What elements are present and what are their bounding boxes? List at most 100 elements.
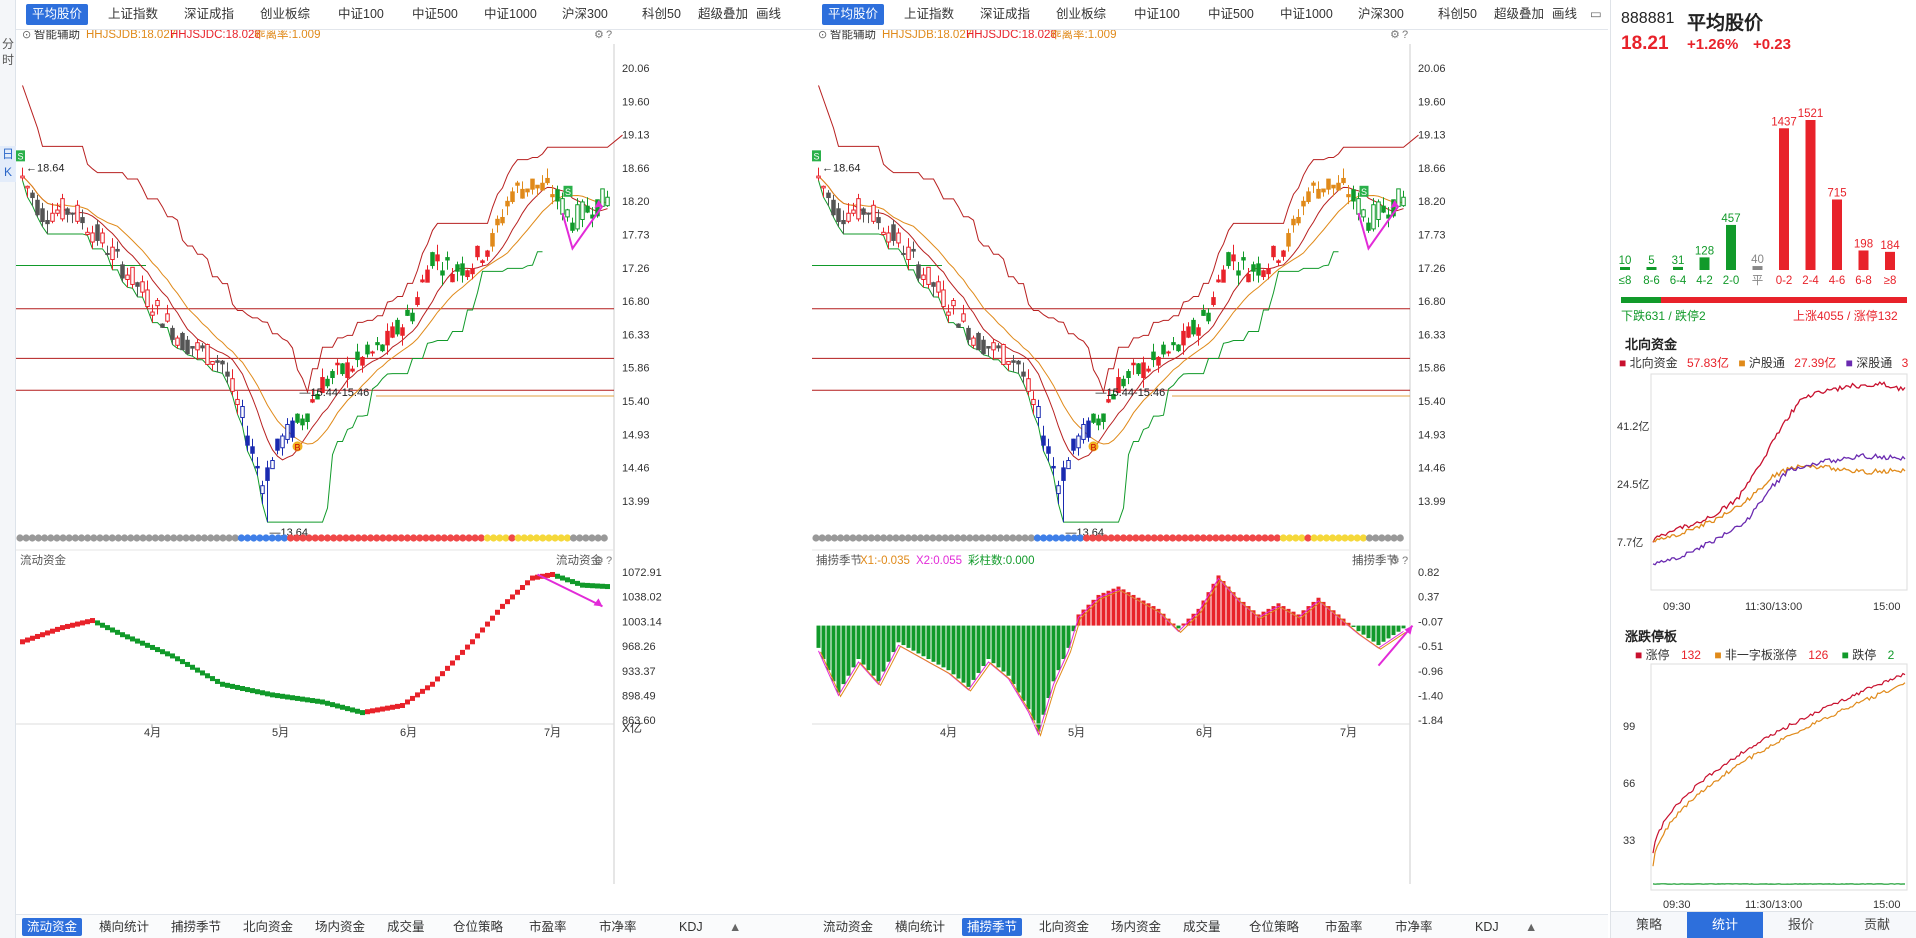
expand-icon[interactable]: ▲ — [1525, 920, 1538, 934]
tab-volume[interactable]: 成交量 — [1183, 920, 1221, 934]
tab-csi500[interactable]: 中证500 — [1208, 7, 1254, 21]
tab-draw[interactable]: 画线 — [756, 7, 782, 21]
candle-body — [110, 246, 115, 261]
status-dot — [1095, 534, 1103, 542]
tab-hs300[interactable]: 沪深300 — [562, 7, 608, 21]
tab-star50[interactable]: 科创50 — [1438, 7, 1477, 21]
tab-avg-price[interactable]: 平均股价 — [822, 4, 885, 25]
tab-strategy[interactable]: 策略 — [1635, 917, 1662, 932]
candle-body — [936, 281, 941, 293]
status-dot — [910, 534, 918, 542]
candle-body — [210, 360, 215, 365]
dist-label: 6-8 — [1855, 275, 1872, 287]
tab-liquidity[interactable]: 流动资金 — [22, 918, 83, 936]
tab-csi1000[interactable]: 中证1000 — [484, 7, 537, 21]
tab-kdj[interactable]: KDJ — [679, 920, 703, 934]
tab-draw[interactable]: 画线 — [1552, 7, 1578, 21]
price-tick: 14.93 — [1418, 429, 1446, 441]
tab-gem[interactable]: 创业板综 — [260, 7, 311, 21]
north-total-line — [1652, 381, 1906, 543]
limit-legend: ■ 涨停 132 ■ 非一字板涨停 126 ■ 跌停 2 — [1635, 648, 1895, 662]
tab-super-overlay[interactable]: 超级叠加 — [698, 7, 749, 21]
tab-sh-index[interactable]: 上证指数 — [904, 7, 955, 21]
tab-csi1000[interactable]: 中证1000 — [1280, 7, 1333, 21]
tab-statistics[interactable]: 统计 — [1687, 912, 1763, 938]
tab-sz-index[interactable]: 深证成指 — [184, 7, 235, 21]
north-sz-line — [1652, 452, 1906, 566]
tab-minute-line[interactable]: 分 — [1, 37, 14, 51]
candle-body — [535, 184, 540, 189]
help-icon: ? — [606, 30, 612, 41]
candle-body — [1261, 270, 1266, 278]
tab-position[interactable]: 仓位策略 — [453, 920, 504, 934]
window-icon[interactable]: ▭ — [1590, 7, 1602, 21]
candle-body — [600, 188, 605, 207]
liquidity-mark — [90, 618, 95, 624]
status-dot — [120, 534, 129, 542]
liquidity-mark — [100, 622, 105, 628]
candle-body — [340, 363, 345, 375]
tab-contribution[interactable]: 贡献 — [1863, 917, 1890, 932]
tab-minute-line-2[interactable]: 时 — [1, 53, 14, 67]
price-tick: 13.99 — [622, 496, 650, 508]
kline-chart-2[interactable]: ⊙ 智能辅助 HHJSJDB:18.027HHJSJDC:18.028乖离率:1.0… — [812, 30, 1608, 914]
liquidity-mark — [530, 575, 535, 581]
candle-body — [836, 208, 841, 223]
candle-body — [585, 205, 590, 213]
liquidity-mark — [390, 704, 395, 710]
tab-position[interactable]: 仓位策略 — [1249, 920, 1300, 934]
tab-northbound[interactable]: 北向资金 — [1039, 920, 1090, 934]
tab-daily-k-2[interactable]: K — [0, 164, 16, 182]
tab-avg-price[interactable]: 平均股价 — [26, 4, 89, 25]
tab-pe[interactable]: 市盈率 — [1325, 920, 1363, 934]
dist-label: 0-2 — [1776, 275, 1793, 287]
liquidity-mark — [85, 619, 90, 625]
indicator-tick: -1.84 — [1418, 715, 1443, 727]
kline-chart[interactable]: ⊙ 智能辅助 HHJSJDB:18.027HHJSJDC:18.028乖离率:1.0… — [16, 30, 812, 914]
tab-daily-k[interactable]: 日 — [0, 146, 16, 164]
status-dot — [514, 534, 522, 542]
status-dot — [849, 534, 857, 542]
candle-body — [140, 281, 145, 293]
tab-onfloor[interactable]: 场内资金 — [1111, 920, 1162, 934]
tab-sz-index[interactable]: 深证成指 — [980, 7, 1031, 21]
histogram-bar — [941, 625, 946, 668]
candle-body — [20, 175, 25, 179]
candle-body — [1291, 218, 1296, 226]
limit-ytick: 99 — [1623, 721, 1635, 733]
expand-icon[interactable]: ▲ — [729, 920, 742, 934]
status-dot — [1236, 534, 1244, 542]
histogram-bar — [1296, 614, 1301, 626]
candle-body — [921, 274, 926, 281]
tab-hs300[interactable]: 沪深300 — [1358, 7, 1404, 21]
status-dot — [440, 534, 448, 542]
tab-horizontal-stats[interactable]: 横向统计 — [99, 920, 150, 934]
candle-body — [280, 435, 285, 449]
indicator-tab-bar-2: 流动资金 横向统计 捕捞季节 北向资金 场内资金 成交量 仓位策略 市盈率 市净… — [812, 914, 1608, 938]
tab-quote[interactable]: 报价 — [1787, 917, 1814, 932]
candle-body — [520, 188, 525, 199]
tab-csi100[interactable]: 中证100 — [1134, 7, 1180, 21]
tab-northbound[interactable]: 北向资金 — [243, 920, 294, 934]
tab-star50[interactable]: 科创50 — [642, 7, 681, 21]
tab-pb[interactable]: 市净率 — [599, 920, 637, 934]
dist-value: 31 — [1672, 255, 1685, 267]
tab-csi100[interactable]: 中证100 — [338, 7, 384, 21]
tab-liquidity[interactable]: 流动资金 — [823, 920, 874, 934]
candle-body — [1061, 467, 1066, 481]
tab-super-overlay[interactable]: 超级叠加 — [1494, 7, 1545, 21]
tab-kdj[interactable]: KDJ — [1475, 920, 1499, 934]
status-dot — [1113, 534, 1121, 542]
tab-csi500[interactable]: 中证500 — [412, 7, 458, 21]
north-xtick: 09:30 — [1663, 601, 1691, 613]
tab-fishing-season[interactable]: 捕捞季节 — [171, 920, 222, 934]
tab-pb[interactable]: 市净率 — [1395, 920, 1433, 934]
tab-pe[interactable]: 市盈率 — [529, 920, 567, 934]
tab-horizontal-stats[interactable]: 横向统计 — [895, 920, 946, 934]
tab-gem[interactable]: 创业板综 — [1056, 7, 1107, 21]
tab-fishing-season[interactable]: 捕捞季节 — [962, 918, 1023, 936]
status-dot — [1009, 534, 1017, 542]
tab-onfloor[interactable]: 场内资金 — [315, 920, 366, 934]
tab-volume[interactable]: 成交量 — [387, 920, 425, 934]
tab-sh-index[interactable]: 上证指数 — [108, 7, 159, 21]
